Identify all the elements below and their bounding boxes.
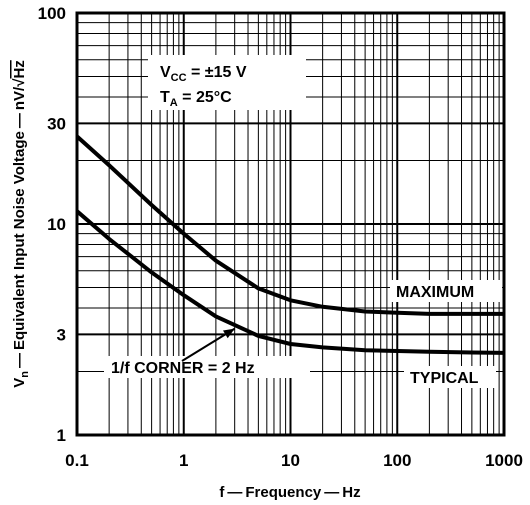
y-tick-label: 10 (47, 215, 66, 234)
corner-label-bg (104, 356, 310, 378)
series-line-typical (77, 209, 504, 355)
x-tick-label: 0.1 (65, 451, 89, 470)
series-label-typical: TYPICAL (410, 370, 479, 387)
series-label-maximum: MAXIMUM (396, 284, 474, 301)
x-tick-label: 1000 (485, 451, 523, 470)
y-axis-title: Vn — Equivalent Input Noise Voltage — nV… (11, 60, 31, 388)
y-tick-label: 1 (57, 426, 66, 445)
plot-frame (75, 11, 506, 437)
maximum-label-bg (390, 280, 502, 302)
conditions-box (148, 55, 306, 110)
y-tick-label: 3 (57, 325, 66, 344)
x-tick-label: 100 (383, 451, 411, 470)
y-tick-label: 100 (38, 4, 66, 23)
corner-arrowhead (223, 328, 235, 339)
series-group (77, 134, 504, 355)
ta-condition: TA = 25°C (160, 89, 232, 109)
series-line-maximum (77, 134, 504, 316)
tick-labels: 0.1 1 10 100 1000 1 3 10 30 100 (38, 4, 523, 470)
y-tick-label: 30 (47, 114, 66, 133)
typical-label-bg (404, 366, 496, 388)
x-axis-title: f — Frequency — Hz (219, 484, 360, 501)
corner-annotation: 1/f CORNER = 2 Hz (111, 360, 255, 377)
x-tick-label: 10 (281, 451, 300, 470)
vcc-condition: VCC = ±15 V (160, 64, 247, 84)
x-tick-label: 1 (179, 451, 188, 470)
